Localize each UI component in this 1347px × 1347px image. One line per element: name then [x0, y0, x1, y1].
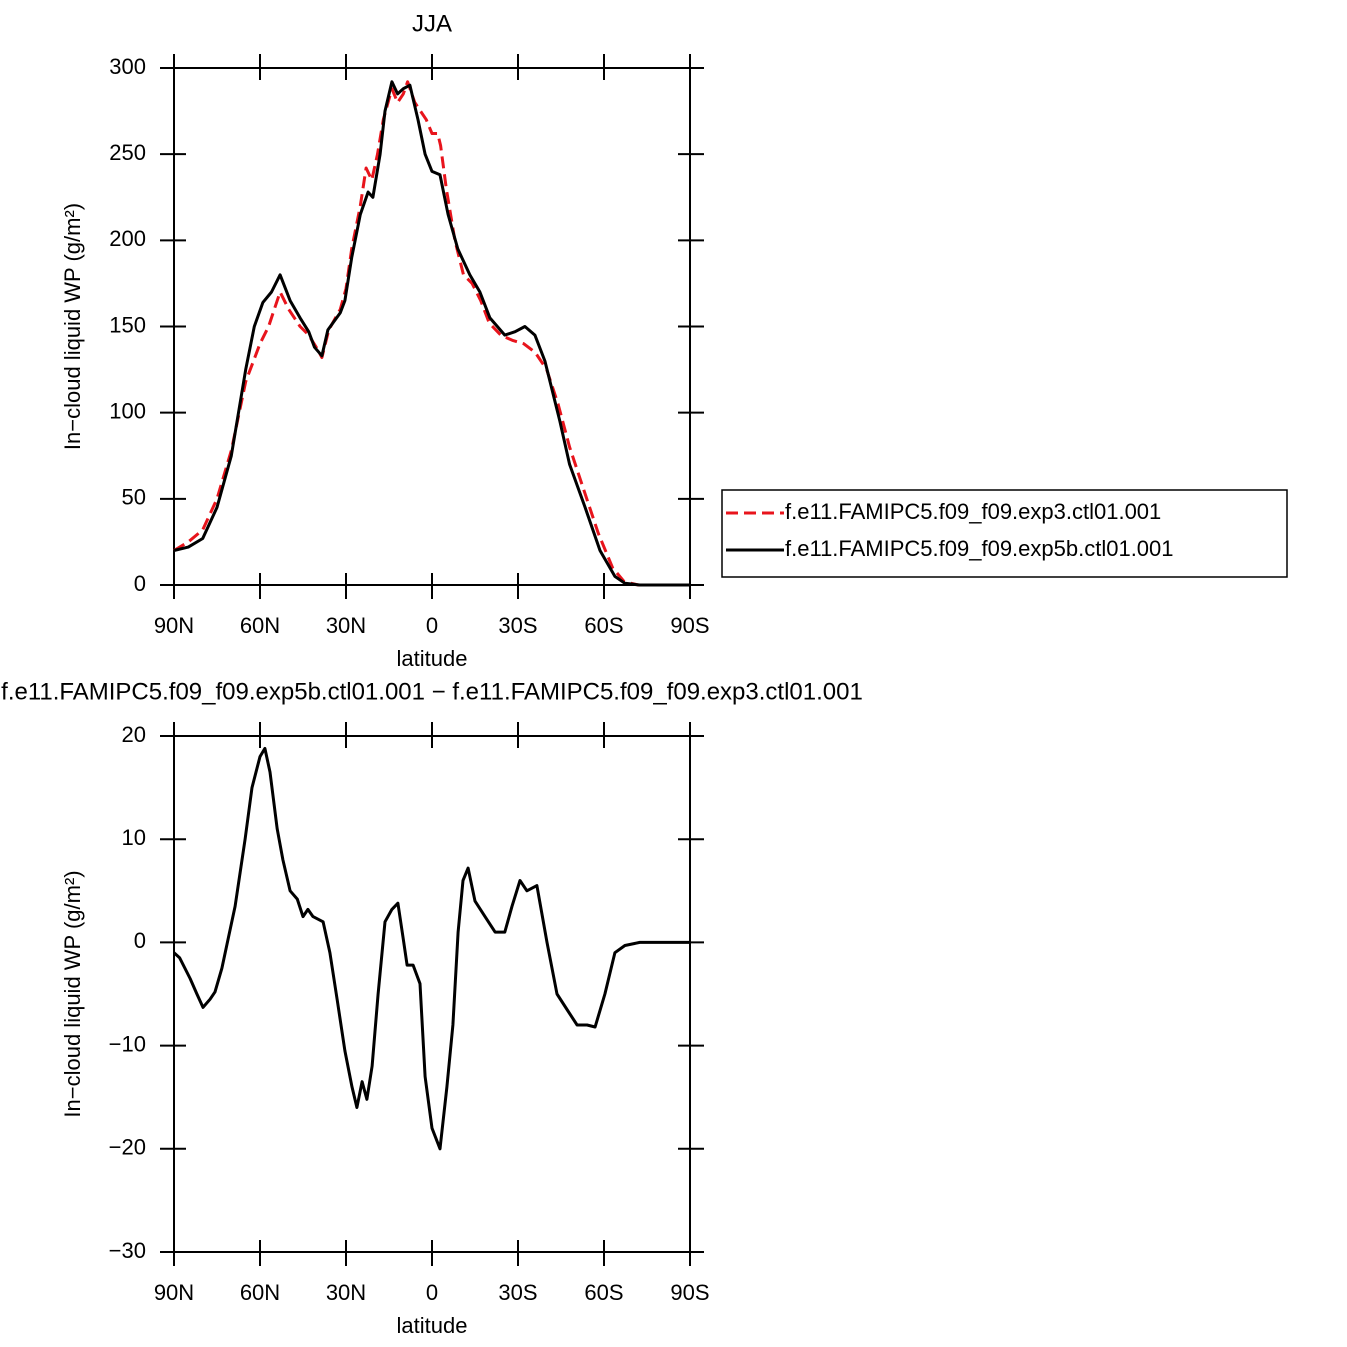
x-tick-label: 30N	[326, 1280, 366, 1305]
y-tick-label: 100	[109, 398, 146, 423]
x-tick-label: 30S	[498, 1280, 537, 1305]
y-axis-label: In−cloud liquid WP (g/m²)	[60, 870, 85, 1117]
y-tick-label: 50	[122, 485, 146, 510]
legend-label: f.e11.FAMIPC5.f09_f09.exp5b.ctl01.001	[785, 536, 1174, 561]
chart-title: JJA	[412, 10, 452, 37]
x-tick-label: 0	[426, 1280, 438, 1305]
legend-box	[721, 489, 1288, 578]
x-tick-label: 60S	[584, 613, 623, 638]
data-line	[173, 80, 690, 587]
x-tick-label: 90S	[670, 613, 709, 638]
y-tick-label: 250	[109, 140, 146, 165]
x-tick-label: 90N	[154, 613, 194, 638]
y-tick-label: 300	[109, 54, 146, 79]
y-tick-label: 10	[122, 825, 146, 850]
legend-label: f.e11.FAMIPC5.f09_f09.exp3.ctl01.001	[785, 499, 1161, 524]
y-tick-label: −30	[109, 1238, 146, 1263]
y-tick-label: 200	[109, 226, 146, 251]
plot-frame	[173, 67, 691, 586]
x-tick-label: 60N	[240, 613, 280, 638]
x-tick-label: 90N	[154, 1280, 194, 1305]
data-line	[173, 80, 690, 587]
x-tick-label: 60S	[584, 1280, 623, 1305]
y-tick-label: 150	[109, 312, 146, 337]
chart-title: f.e11.FAMIPC5.f09_f09.exp5b.ctl01.001 − …	[1, 678, 863, 705]
y-tick-label: 0	[134, 571, 146, 596]
y-tick-label: 0	[134, 928, 146, 953]
x-tick-label: 30N	[326, 613, 366, 638]
y-tick-label: −20	[109, 1135, 146, 1160]
x-axis-label: latitude	[397, 646, 468, 671]
x-tick-label: 30S	[498, 613, 537, 638]
y-tick-label: −10	[109, 1031, 146, 1056]
x-axis-label: latitude	[397, 1313, 468, 1338]
y-axis-label: In−cloud liquid WP (g/m²)	[60, 203, 85, 450]
plot-frame	[173, 735, 691, 1253]
x-tick-label: 90S	[670, 1280, 709, 1305]
y-tick-label: 20	[122, 722, 146, 747]
x-tick-label: 0	[426, 613, 438, 638]
x-tick-label: 60N	[240, 1280, 280, 1305]
data-line	[172, 746, 690, 1151]
